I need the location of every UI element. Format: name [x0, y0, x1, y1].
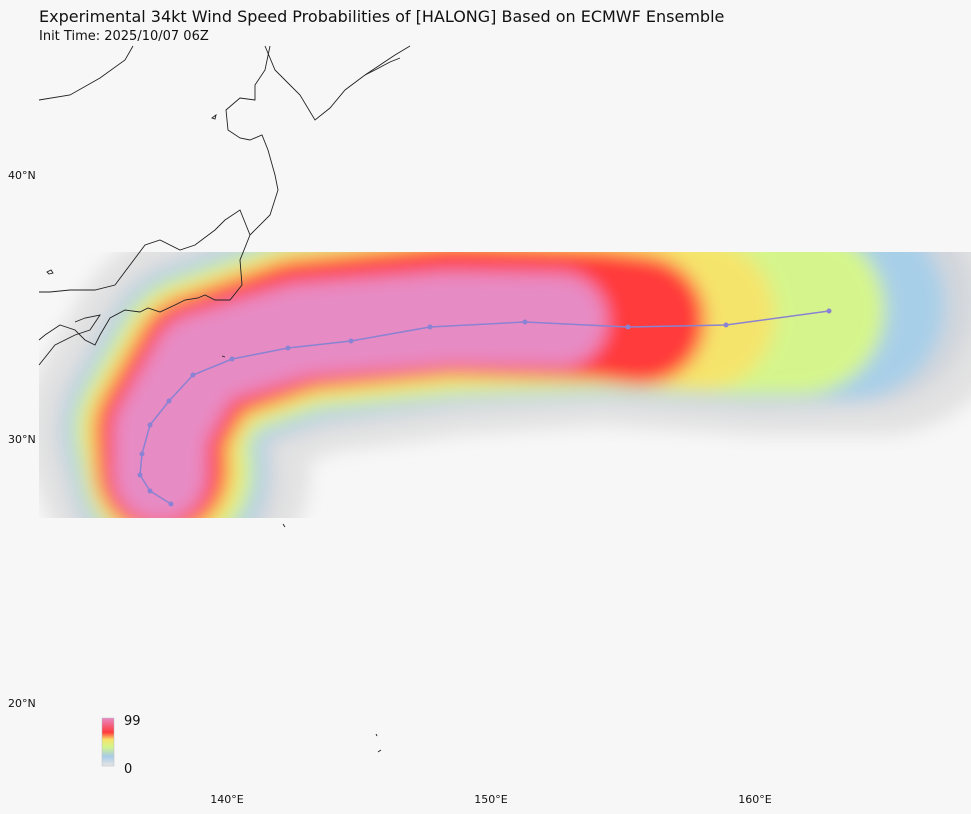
lon-label: 160°E: [738, 793, 771, 806]
lon-label: 150°E: [474, 793, 507, 806]
legend-max: 99: [124, 714, 141, 729]
coastlines: [38, 45, 411, 753]
track-points: [137, 308, 832, 507]
title: Experimental 34kt Wind Speed Probabiliti…: [39, 7, 724, 26]
legend-min: 0: [124, 762, 132, 777]
subtitle: Init Time: 2025/10/07 06Z: [39, 29, 209, 44]
lat-label: 30°N: [8, 433, 36, 446]
colorbar: [101, 717, 115, 767]
lon-label: 140°E: [210, 793, 243, 806]
lat-label: 20°N: [8, 697, 36, 710]
lat-label: 40°N: [8, 169, 36, 182]
probability-swath: [39, 155, 971, 605]
